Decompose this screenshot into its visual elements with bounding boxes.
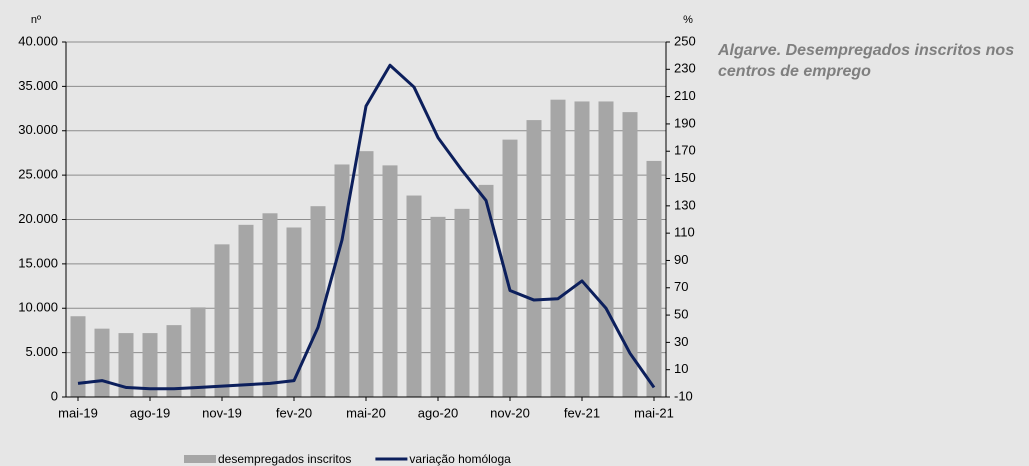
x-tick-label: nov-20 xyxy=(490,405,530,420)
y-tick-label: 10.000 xyxy=(18,300,58,315)
bar xyxy=(286,227,302,397)
y2-tick-label: 110 xyxy=(674,225,695,240)
y2-tick-label: 250 xyxy=(674,33,696,48)
bar xyxy=(502,139,518,397)
bar xyxy=(454,208,470,397)
bar xyxy=(382,165,398,397)
legend-swatch xyxy=(184,455,216,463)
y-tick-label: 30.000 xyxy=(18,122,58,137)
y2-tick-label: 30 xyxy=(674,334,688,349)
y2-tick-label: 190 xyxy=(674,115,696,130)
bar xyxy=(142,333,158,397)
y2-tick-label: 50 xyxy=(674,307,688,322)
bar xyxy=(70,316,86,397)
y-axis-label: nº xyxy=(31,14,41,26)
y2-tick-label: 150 xyxy=(674,170,696,185)
bar xyxy=(478,184,494,397)
bar xyxy=(622,112,638,398)
x-tick-label: fev-20 xyxy=(276,405,312,420)
line xyxy=(77,63,656,391)
y-tick-label: 20.000 xyxy=(18,211,58,226)
bar xyxy=(406,195,422,397)
legend-label: desempregados inscritos xyxy=(218,452,351,466)
y-tick-label: 35.000 xyxy=(18,78,58,93)
bar xyxy=(310,206,326,397)
y-tick-label: 40.000 xyxy=(18,33,58,48)
x-tick-label: fev-21 xyxy=(564,405,600,420)
y-tick-label: 25.000 xyxy=(18,167,58,182)
bar xyxy=(526,120,542,397)
bar xyxy=(574,101,590,398)
bar xyxy=(430,216,446,397)
y2-tick-label: 170 xyxy=(674,143,696,158)
bar xyxy=(358,151,374,397)
y2-tick-label: 130 xyxy=(674,197,696,212)
bar xyxy=(646,160,662,397)
y2-tick-label: -10 xyxy=(674,388,693,403)
legend-label: variação homóloga xyxy=(409,452,511,466)
x-tick-label: ago-20 xyxy=(418,405,458,420)
x-tick-label: ago-19 xyxy=(130,405,170,420)
bar xyxy=(118,333,134,397)
bar xyxy=(334,164,350,397)
x-tick-label: mai-19 xyxy=(58,405,98,420)
y2-axis-label: % xyxy=(683,14,693,26)
bar xyxy=(262,213,278,397)
x-tick-label: nov-19 xyxy=(202,405,242,420)
y2-tick-label: 10 xyxy=(674,361,688,376)
y2-tick-label: 210 xyxy=(674,88,696,103)
y2-tick-label: 90 xyxy=(674,252,688,267)
bar xyxy=(166,325,182,397)
x-tick-label: mai-21 xyxy=(634,405,674,420)
bar xyxy=(550,99,566,397)
y-tick-label: 0 xyxy=(51,388,58,403)
chart-title: Algarve. Desempregados inscritos nos cen… xyxy=(718,42,1015,80)
x-tick-label: mai-20 xyxy=(346,405,386,420)
bar xyxy=(94,328,110,397)
bar xyxy=(598,101,614,398)
bar xyxy=(238,224,254,397)
y2-tick-label: 70 xyxy=(674,279,688,294)
bar xyxy=(190,307,206,397)
y-tick-label: 15.000 xyxy=(18,255,58,270)
bar xyxy=(214,244,230,397)
y2-tick-label: 230 xyxy=(674,61,696,76)
y-tick-label: 5.000 xyxy=(25,344,58,359)
